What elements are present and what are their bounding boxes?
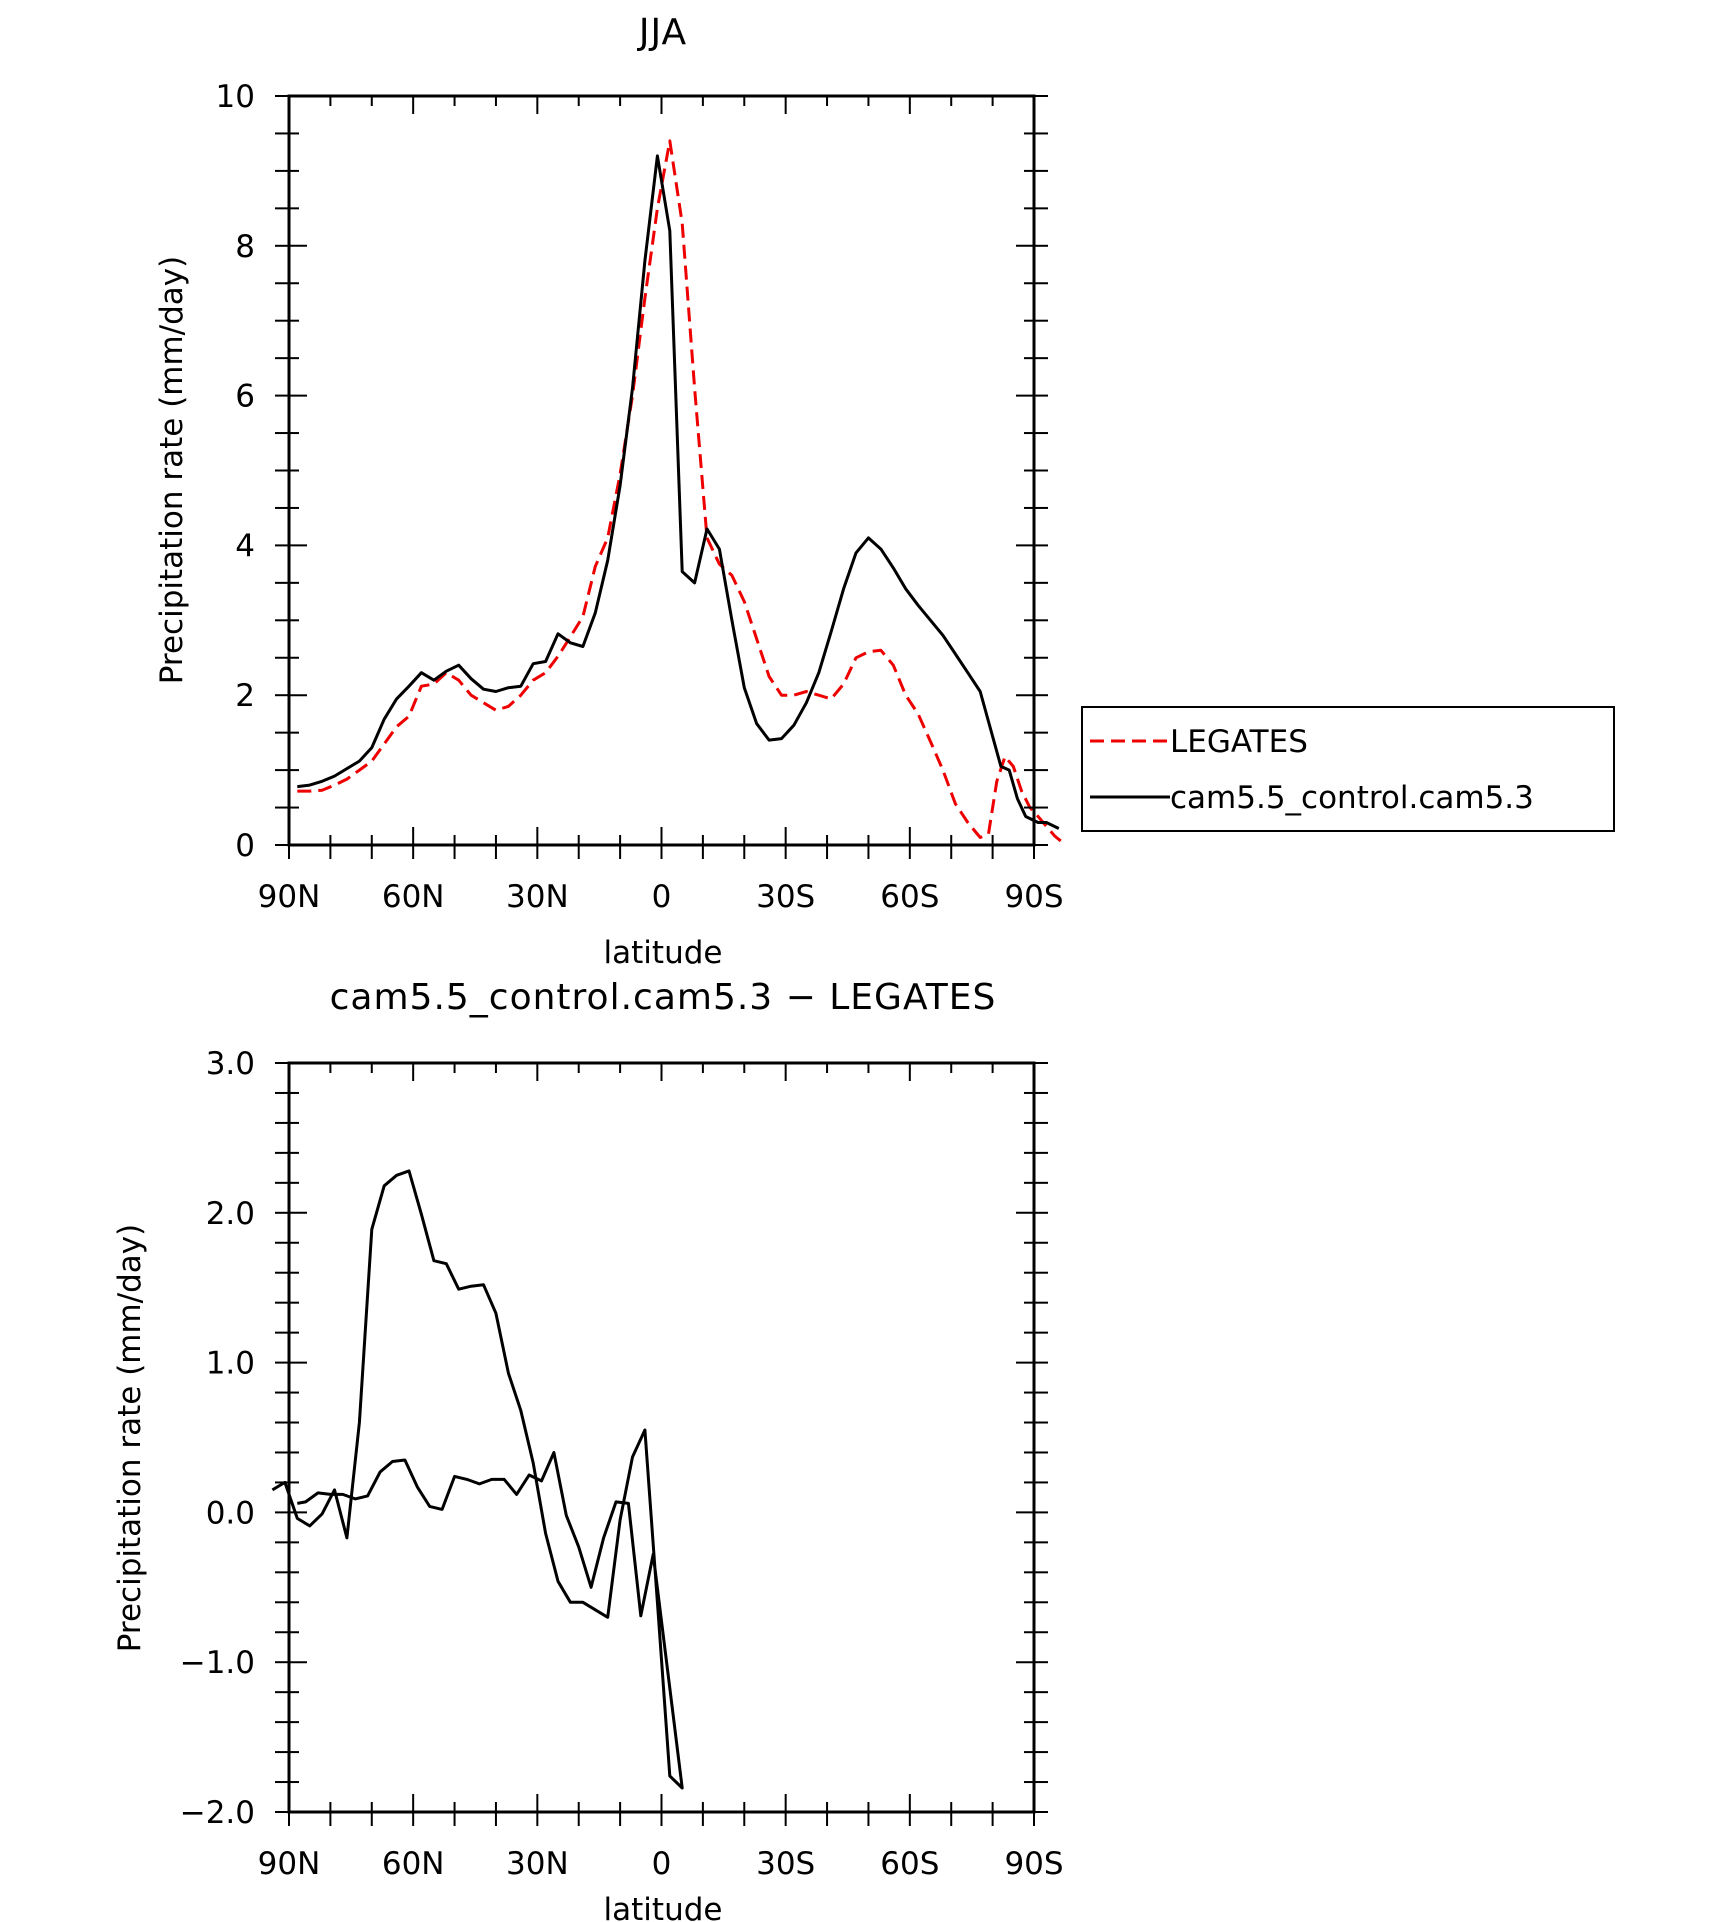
chart-bottom: cam5.5_control.cam5.3 − LEGATES 90N 60N 30…	[112, 977, 1064, 1922]
top-xtick-label: 60S	[880, 879, 939, 915]
bottom-xtick-label: 90N	[258, 1846, 321, 1882]
bottom-ytick-label: 2.0	[206, 1196, 255, 1232]
bottom-ytick-label: 1.0	[206, 1346, 255, 1382]
bottom-xtick-label: 30S	[756, 1846, 815, 1882]
top-series-line-1	[297, 154, 1060, 830]
top-ytick-label: 0	[235, 828, 255, 864]
chart-bottom-frame	[287, 1061, 1036, 1814]
chart-bottom-xlabel: latitude	[604, 1892, 723, 1922]
chart-bottom-title: cam5.5_control.cam5.3 − LEGATES	[330, 977, 997, 1018]
legend-label-cam: cam5.5_control.cam5.3	[1170, 780, 1534, 816]
top-xtick-label: 60N	[382, 879, 445, 915]
bottom-ytick-label: −1.0	[180, 1645, 255, 1681]
top-ytick-label: 6	[235, 379, 255, 415]
chart-top-xlabel: latitude	[604, 935, 723, 971]
bottom-ytick-label: 0.0	[206, 1495, 255, 1531]
top-xtick-label: 90S	[1004, 879, 1063, 915]
bottom-ytick-label: 3.0	[206, 1046, 255, 1082]
chart-top-legend: LEGATES cam5.5_control.cam5.3	[1081, 706, 1615, 832]
chart-bottom-lines	[271, 1169, 684, 1790]
top-xtick-label: 90N	[258, 879, 321, 915]
top-ytick-label: 8	[235, 229, 255, 265]
bottom-series-line-0	[271, 1169, 684, 1790]
chart-top-frame	[287, 94, 1036, 847]
bottom-xtick-label: 90S	[1004, 1846, 1063, 1882]
bottom-xtick-label: 60N	[382, 1846, 445, 1882]
chart-bottom-ticks	[275, 1062, 1048, 1826]
bottom-ytick-label: −2.0	[180, 1795, 255, 1831]
top-series-line-0	[297, 139, 1064, 844]
top-ytick-label: 10	[216, 79, 255, 115]
top-xtick-label: 30S	[756, 879, 815, 915]
bottom-xtick-label: 60S	[880, 1846, 939, 1882]
top-ytick-label: 4	[235, 528, 255, 564]
legend-label-legates: LEGATES	[1170, 724, 1308, 760]
chart-top-lines	[297, 139, 1064, 844]
chart-bottom-ylabel: Precipitation rate (mm/day)	[112, 1224, 148, 1653]
bottom-xtick-label: 30N	[506, 1846, 569, 1882]
bottom-xtick-label: 0	[652, 1846, 672, 1882]
top-xtick-label: 0	[652, 879, 672, 915]
chart-top-tick-labels: 90N 60N 30N 0 30S 60S 90S 0 2 4 6 8 10	[216, 79, 1064, 915]
top-xtick-label: 30N	[506, 879, 569, 915]
chart-top-ylabel: Precipitation rate (mm/day)	[154, 256, 190, 685]
chart-top-title: JJA	[637, 12, 687, 53]
legend-box	[1081, 706, 1615, 832]
chart-bottom-tick-labels: 90N 60N 30N 0 30S 60S 90S −2.0 −1.0 0.0 1.0 2.0 3.0	[180, 1046, 1064, 1882]
top-ytick-label: 2	[235, 678, 255, 714]
